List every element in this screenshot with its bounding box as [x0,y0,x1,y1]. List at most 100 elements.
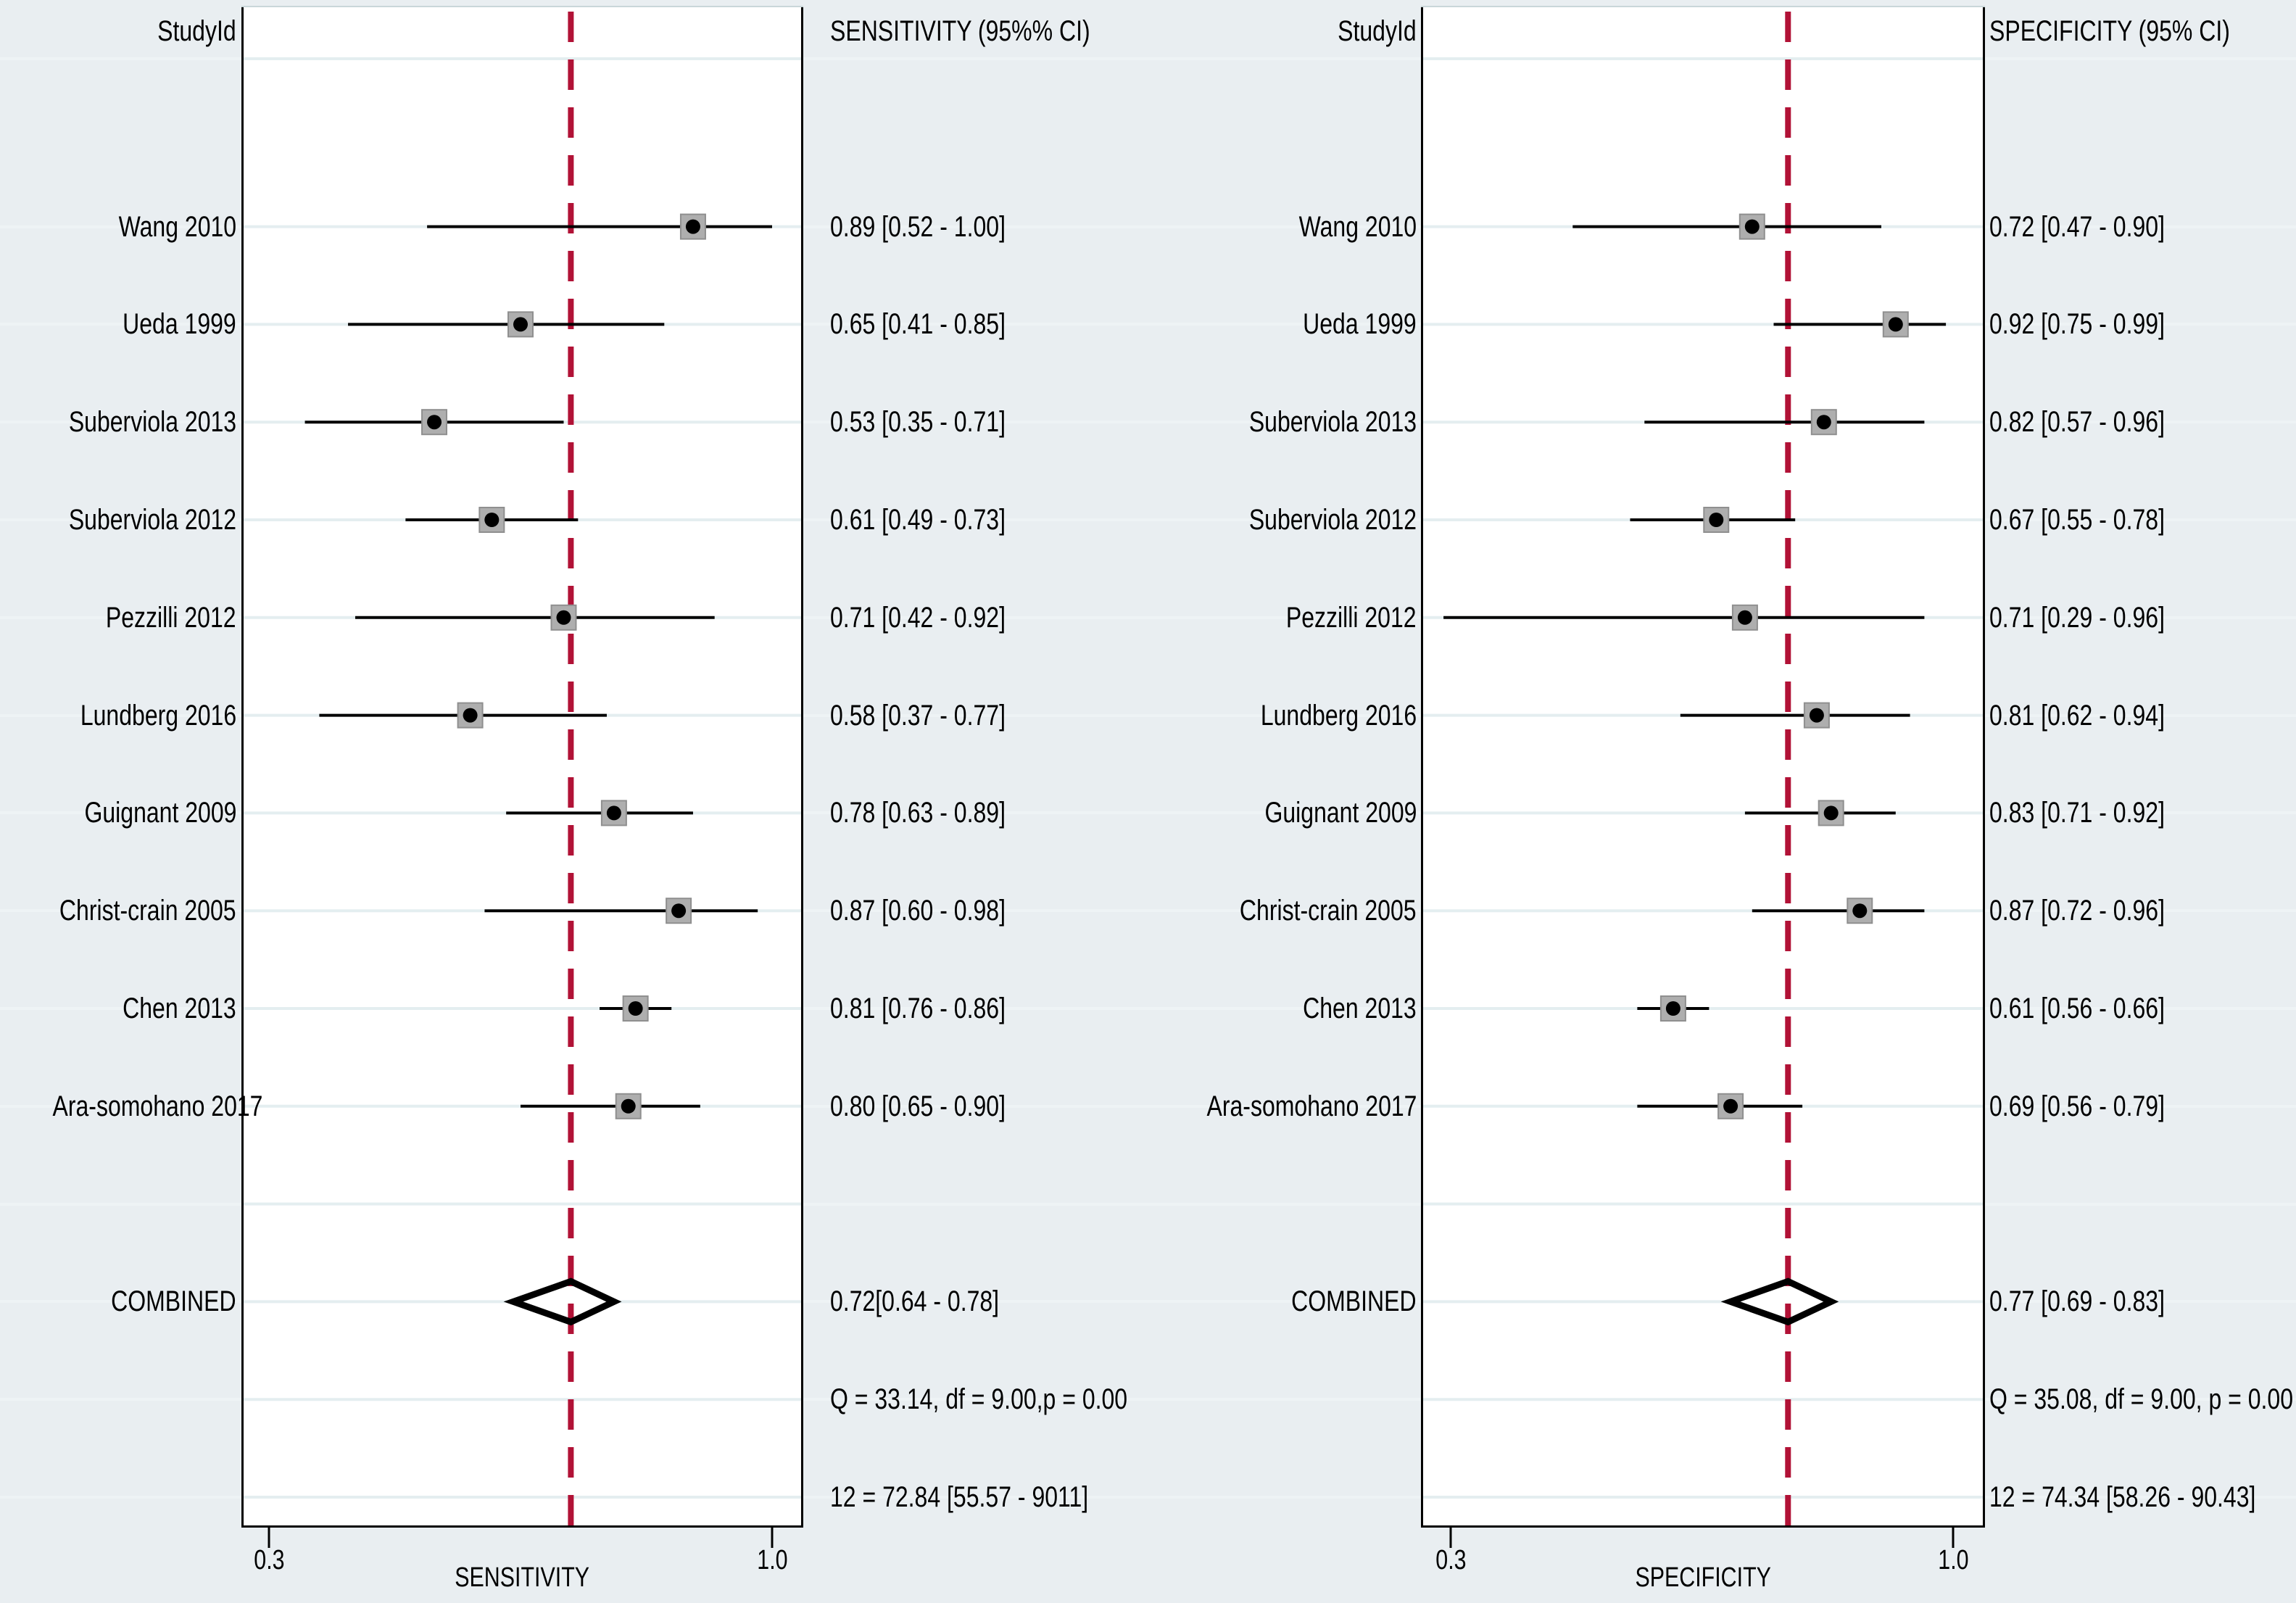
ci-value: 0.87 [0.60 - 0.98] [830,895,1006,927]
effect-marker-dot [685,219,700,234]
effect-marker-square [1847,898,1873,924]
effect-marker-dot [1709,513,1724,527]
value-column-header-right: SPECIFICITY (95% CI) [1989,15,2230,47]
x-tick-label-left-min: 0.3 [253,1545,285,1575]
combined-diamond-outline [503,1277,622,1326]
study-label: Guignant 2009 [1264,797,1417,829]
ci-value: 0.80 [0.65 - 0.90] [830,1090,1006,1122]
study-label: Suberviola 2012 [1248,504,1417,536]
ci-value: 0.71 [0.42 - 0.92] [830,601,1006,634]
effect-marker-dot [606,805,621,821]
effect-marker-dot [513,317,528,332]
study-label: Ueda 1999 [123,308,236,341]
study-label: Ara-somohano 2017 [1206,1090,1417,1122]
study-label: Ara-somohano 2017 [52,1090,263,1122]
effect-marker-dot [427,415,442,430]
ci-value: 0.82 [0.57 - 0.96] [1989,406,2165,439]
combined-ci-value-left: 0.72[0.64 - 0.78] [830,1285,1000,1317]
study-label: Pezzilli 2012 [106,601,236,634]
effect-marker-dot [1665,1001,1680,1016]
x-tick-label-left-max: 1.0 [756,1545,788,1575]
effect-marker-dot [1823,805,1839,821]
effect-marker-dot [1723,1098,1738,1114]
study-column-header-right: StudyId [1338,15,1417,47]
study-label: Suberviola 2013 [68,406,236,439]
ci-value: 0.69 [0.56 - 0.79] [1989,1090,2165,1122]
heterogeneity-stat-left: Q = 33.14, df = 9.00,p = 0.00 [830,1383,1128,1415]
background-gridline [0,1300,2296,1304]
plot-region [1421,6,1985,1528]
background-gridline [0,1007,2296,1010]
background-gridline [0,1398,2296,1401]
study-label: Chen 2013 [1303,993,1417,1024]
effect-marker-dot [1744,219,1760,234]
background-gridline [0,1496,2296,1499]
i2-stat-left: 12 = 72.84 [55.57 - 9011] [830,1481,1089,1513]
study-label: Christ-crain 2005 [1240,895,1417,927]
study-label: Wang 2010 [118,210,236,243]
i2-stat-right: 12 = 74.34 [58.26 - 90.43] [1989,1481,2256,1513]
background-gridline [0,811,2296,815]
effect-marker-dot [1809,708,1824,723]
ci-value: 0.89 [0.52 - 1.00] [830,210,1006,243]
x-axis-title-left: SENSITIVITY [455,1562,590,1593]
ci-value: 0.61 [0.56 - 0.66] [1989,993,2165,1024]
study-label: Suberviola 2012 [68,504,236,536]
effect-marker-dot [463,708,478,723]
background-gridline [0,1104,2296,1108]
effect-marker-dot [556,610,571,625]
study-label: Christ-crain 2005 [59,895,236,927]
x-tick-label-right-min: 0.3 [1435,1545,1467,1575]
background-gridline [0,1202,2296,1206]
study-label: Guignant 2009 [84,797,236,829]
ci-value: 0.65 [0.41 - 0.85] [830,308,1006,341]
x-axis-title-right: SPECIFICITY [1635,1562,1771,1593]
ci-value: 0.87 [0.72 - 0.96] [1989,895,2165,927]
background-gridline [0,225,2296,228]
sensitivity-plot-area [241,6,803,1548]
ci-value: 0.71 [0.29 - 0.96] [1989,601,2165,634]
effect-marker-dot [671,903,687,919]
study-label: Pezzilli 2012 [1286,601,1417,634]
background-gridline [0,518,2296,521]
combined-ci-value-right: 0.77 [0.69 - 0.83] [1989,1285,2165,1317]
background-gridline [0,421,2296,424]
study-label: Lundberg 2016 [1260,699,1417,732]
effect-marker-dot [628,1001,643,1016]
ci-value: 0.53 [0.35 - 0.71] [830,406,1006,439]
value-column-header-left: SENSITIVITY (95%% CI) [830,15,1090,47]
background-gridline [0,616,2296,619]
effect-marker-dot [484,513,500,527]
ci-value: 0.58 [0.37 - 0.77] [830,699,1006,732]
specificity-plot-area [1421,6,1985,1548]
ci-value: 0.78 [0.63 - 0.89] [830,797,1006,829]
effect-marker-dot [1852,903,1868,919]
effect-marker-dot [1737,610,1752,625]
effect-marker-dot [1816,415,1831,430]
ci-value: 0.67 [0.55 - 0.78] [1989,504,2165,536]
study-column-header-left: StudyId [157,15,236,47]
ci-value: 0.83 [0.71 - 0.92] [1989,797,2165,829]
study-label: Wang 2010 [1298,210,1417,243]
combined-label-left: COMBINED [111,1285,236,1317]
effect-marker-dot [1888,317,1903,332]
combined-label-right: COMBINED [1291,1285,1417,1317]
effect-marker-dot [621,1098,636,1114]
ci-value: 0.72 [0.47 - 0.90] [1989,210,2165,243]
plot-region [241,6,803,1528]
ci-value: 0.81 [0.62 - 0.94] [1989,699,2165,732]
study-label: Ueda 1999 [1303,308,1417,341]
x-tick-label-right-max: 1.0 [1937,1545,1969,1575]
ci-value: 0.92 [0.75 - 0.99] [1989,308,2165,341]
ci-value: 0.61 [0.49 - 0.73] [830,504,1006,536]
ci-value: 0.81 [0.76 - 0.86] [830,993,1006,1024]
study-label: Chen 2013 [123,993,236,1024]
background-gridline [0,323,2296,326]
background-gridline [0,57,2296,60]
study-label: Lundberg 2016 [80,699,236,732]
heterogeneity-stat-right: Q = 35.08, df = 9.00, p = 0.00 [1989,1383,2293,1415]
combined-diamond-outline [1720,1277,1839,1326]
background-gridline [0,713,2296,717]
background-gridline [0,909,2296,913]
